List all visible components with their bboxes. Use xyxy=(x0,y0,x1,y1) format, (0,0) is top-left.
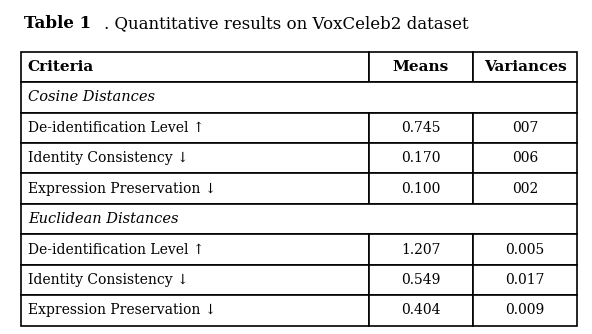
Text: 002: 002 xyxy=(512,182,538,196)
Bar xyxy=(21,204,577,234)
Text: Identity Consistency ↓: Identity Consistency ↓ xyxy=(28,273,188,287)
Text: 006: 006 xyxy=(512,151,538,165)
Text: Identity Consistency ↓: Identity Consistency ↓ xyxy=(28,151,188,165)
Bar xyxy=(21,265,368,295)
Bar xyxy=(368,143,473,173)
Text: Euclidean Distances: Euclidean Distances xyxy=(28,212,178,226)
Bar xyxy=(473,173,577,204)
Bar xyxy=(21,82,577,113)
Text: Means: Means xyxy=(392,60,449,74)
Bar xyxy=(368,113,473,143)
Bar xyxy=(21,234,368,265)
Text: Table 1: Table 1 xyxy=(24,15,91,32)
Text: 007: 007 xyxy=(512,121,538,135)
Text: Cosine Distances: Cosine Distances xyxy=(28,91,155,105)
Bar xyxy=(21,113,368,143)
Bar xyxy=(21,295,368,326)
Bar xyxy=(473,113,577,143)
Bar xyxy=(473,265,577,295)
Text: 1.207: 1.207 xyxy=(401,242,440,257)
Text: 0.170: 0.170 xyxy=(401,151,440,165)
Text: 0.005: 0.005 xyxy=(506,242,545,257)
Bar xyxy=(473,52,577,82)
Bar xyxy=(473,143,577,173)
Text: Expression Preservation ↓: Expression Preservation ↓ xyxy=(28,182,216,196)
Text: De-identification Level ↑: De-identification Level ↑ xyxy=(28,242,204,257)
Text: . Quantitative results on VoxCeleb2 dataset: . Quantitative results on VoxCeleb2 data… xyxy=(104,15,468,32)
Bar xyxy=(368,173,473,204)
Text: 0.100: 0.100 xyxy=(401,182,440,196)
Text: Expression Preservation ↓: Expression Preservation ↓ xyxy=(28,303,216,317)
Bar xyxy=(368,295,473,326)
Text: 0.404: 0.404 xyxy=(401,303,440,317)
Bar xyxy=(21,173,368,204)
Bar xyxy=(21,143,368,173)
Text: De-identification Level ↑: De-identification Level ↑ xyxy=(28,121,204,135)
Text: 0.745: 0.745 xyxy=(401,121,440,135)
Bar xyxy=(368,234,473,265)
Text: Criteria: Criteria xyxy=(28,60,94,74)
Text: 0.017: 0.017 xyxy=(506,273,545,287)
Text: Variances: Variances xyxy=(484,60,567,74)
Text: 0.549: 0.549 xyxy=(401,273,440,287)
Bar xyxy=(21,52,368,82)
Bar xyxy=(473,234,577,265)
Bar xyxy=(473,295,577,326)
Text: 0.009: 0.009 xyxy=(506,303,545,317)
Bar xyxy=(368,52,473,82)
Bar xyxy=(368,265,473,295)
